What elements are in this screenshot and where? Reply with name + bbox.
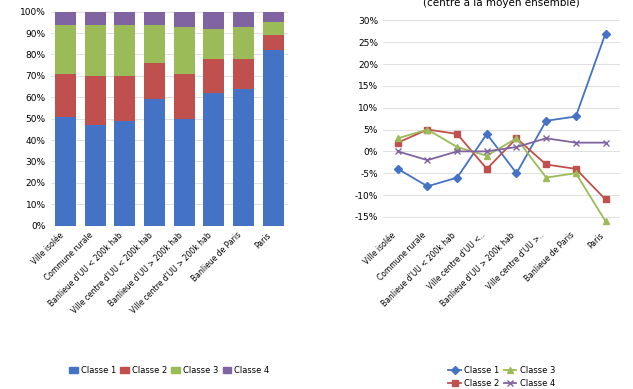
Line: Classe 3: Classe 3 (395, 127, 608, 224)
Classe 3 (423, 127, 431, 132)
Classe 4 (423, 158, 431, 163)
Bar (55, 117, 76, 226)
Bar (263, 12, 284, 23)
Classe 4 (513, 145, 520, 149)
Classe 1 (453, 175, 461, 180)
Bar (263, 35, 284, 50)
Line: Classe 4: Classe 4 (395, 135, 608, 163)
Bar (85, 25, 106, 76)
Bar (115, 25, 135, 76)
Title: (centré à la moyen ensemble): (centré à la moyen ensemble) (423, 0, 580, 8)
Bar (174, 12, 194, 27)
Bar (85, 76, 106, 125)
Classe 4 (572, 140, 580, 145)
Classe 3 (542, 175, 550, 180)
Bar (115, 12, 135, 25)
Bar (55, 74, 76, 117)
Classe 4 (453, 149, 461, 154)
Line: Classe 2: Classe 2 (395, 127, 608, 202)
Bar (263, 23, 284, 35)
Bar (203, 12, 224, 29)
Classe 2 (423, 127, 431, 132)
Bar (233, 12, 254, 27)
Bar (174, 74, 194, 119)
Classe 1 (394, 166, 401, 171)
Bar (144, 12, 165, 25)
Bar (55, 12, 76, 25)
Bar (263, 50, 284, 226)
Bar (115, 121, 135, 226)
Classe 1 (542, 119, 550, 123)
Legend: Classe 1, Classe 2, Classe 3, Classe 4: Classe 1, Classe 2, Classe 3, Classe 4 (66, 363, 273, 378)
Classe 4 (542, 136, 550, 141)
Bar (233, 27, 254, 59)
Classe 2 (513, 136, 520, 141)
Classe 1 (423, 184, 431, 189)
Classe 3 (572, 171, 580, 175)
Bar (144, 100, 165, 226)
Classe 3 (513, 136, 520, 141)
Classe 2 (394, 140, 401, 145)
Bar (203, 59, 224, 93)
Classe 3 (483, 153, 491, 158)
Classe 4 (483, 149, 491, 154)
Bar (233, 59, 254, 89)
Bar (55, 25, 76, 74)
Classe 4 (394, 149, 401, 154)
Classe 4 (602, 140, 610, 145)
Classe 3 (453, 145, 461, 149)
Classe 3 (602, 219, 610, 224)
Bar (174, 119, 194, 226)
Classe 2 (572, 166, 580, 171)
Classe 2 (542, 162, 550, 167)
Classe 2 (602, 197, 610, 202)
Classe 1 (483, 131, 491, 136)
Classe 1 (602, 31, 610, 36)
Classe 1 (572, 114, 580, 119)
Bar (85, 125, 106, 226)
Classe 1 (513, 171, 520, 175)
Classe 3 (394, 136, 401, 141)
Bar (174, 27, 194, 74)
Line: Classe 1: Classe 1 (395, 31, 608, 189)
Bar (233, 89, 254, 226)
Classe 2 (453, 131, 461, 136)
Bar (115, 76, 135, 121)
Bar (85, 12, 106, 25)
Bar (144, 63, 165, 100)
Bar (203, 29, 224, 59)
Legend: Classe 1, Classe 2, Classe 3, Classe 4: Classe 1, Classe 2, Classe 3, Classe 4 (445, 363, 558, 389)
Bar (203, 93, 224, 226)
Bar (144, 25, 165, 63)
Classe 2 (483, 166, 491, 171)
